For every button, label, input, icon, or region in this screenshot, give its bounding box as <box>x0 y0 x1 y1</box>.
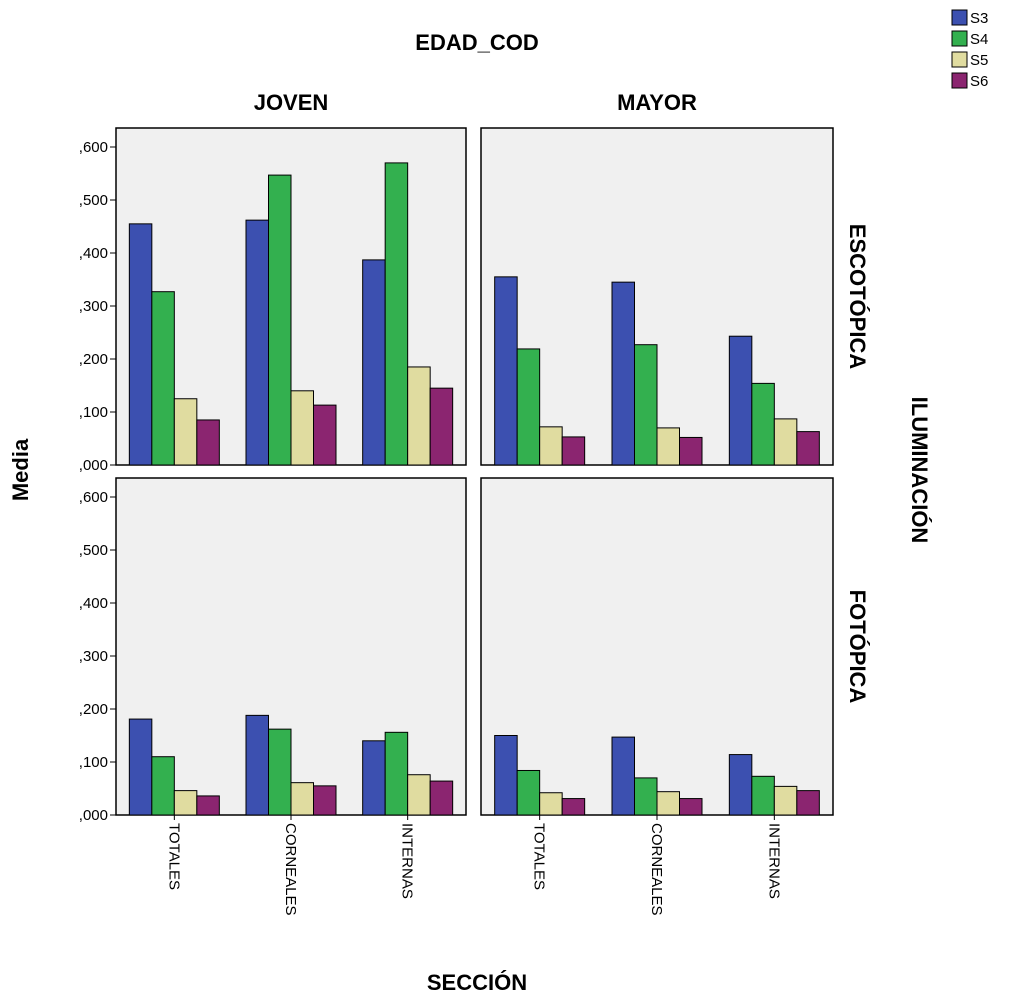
bar-s3-internas <box>728 754 753 816</box>
bar-s4-totales <box>151 756 175 816</box>
panel-joven-escotopica: ,000 ,100 ,200 ,300 ,400 ,500 ,600 <box>79 127 467 474</box>
panel-mayor-fotopica: TOTALES CORNEALES INTERNAS <box>480 477 834 916</box>
row-facet-label-escotopica: ESCOTÓPICA <box>845 224 870 370</box>
y-axis-title: Media <box>8 438 33 501</box>
bar-s5-internas <box>773 418 798 466</box>
x-axis-title: SECCIÓN <box>427 970 527 995</box>
legend-swatch <box>951 51 968 68</box>
bar-s5-internas <box>407 774 431 816</box>
bar-s6-totales <box>196 419 220 466</box>
bar-s6-internas <box>796 790 820 816</box>
bar-s4-corneales <box>634 777 658 816</box>
y-tick-label: ,300 <box>79 648 108 665</box>
bar-s6-totales <box>196 795 220 816</box>
row-facet-label-fotopica: FOTÓPICA <box>845 590 870 704</box>
bar-s5-totales <box>173 790 198 816</box>
legend-item-s4: S4 <box>951 30 988 48</box>
bar-s4-internas <box>384 162 409 466</box>
bar-s5-corneales <box>290 390 314 466</box>
bar-s3-totales <box>494 276 518 466</box>
bar-s4-totales <box>516 348 541 466</box>
row-facet-axis-title: ILUMINACIÓN <box>907 397 932 544</box>
bar-s3-internas <box>362 259 386 466</box>
y-tick-label: ,500 <box>79 542 108 559</box>
bar-s6-corneales <box>313 404 337 466</box>
column-facet-label-mayor: MAYOR <box>617 90 697 115</box>
bar-s4-internas <box>384 731 409 816</box>
bar-s4-corneales <box>634 344 658 466</box>
bar-s5-totales <box>539 792 563 816</box>
x-tick-label-totales: TOTALES <box>531 823 548 890</box>
x-tick-label-totales: TOTALES <box>165 823 182 890</box>
bar-s5-corneales <box>656 427 680 466</box>
panel-background <box>480 477 834 816</box>
bar-s3-totales <box>494 735 518 816</box>
y-tick-label: ,100 <box>79 754 108 771</box>
x-tick-label-corneales: CORNEALES <box>648 823 665 916</box>
bar-s3-corneales <box>611 281 635 466</box>
bar-s4-internas <box>751 382 775 466</box>
bar-s5-totales <box>173 398 198 466</box>
bar-s3-totales <box>128 223 153 466</box>
bar-s5-internas <box>407 366 431 466</box>
bar-s5-internas <box>773 785 798 816</box>
y-tick-label: ,400 <box>79 595 108 612</box>
bar-s6-internas <box>429 780 454 816</box>
bar-s3-internas <box>362 740 386 816</box>
y-tick-label: ,600 <box>79 139 108 156</box>
bar-s3-corneales <box>245 219 269 466</box>
panel-mayor-escotopica <box>480 127 834 466</box>
panels-layer: JOVEN MAYOR ESCOTÓPICA FOTÓPICA ,000 ,100 ,200… <box>79 90 870 916</box>
bar-s3-corneales <box>245 714 269 816</box>
legend-label: S3 <box>970 10 988 27</box>
legend-label: S6 <box>970 73 988 90</box>
bar-s4-totales <box>151 291 175 466</box>
y-tick-label: ,000 <box>79 807 108 824</box>
legend-swatch <box>951 30 968 47</box>
y-tick-label: ,200 <box>79 351 108 368</box>
y-tick-label: ,300 <box>79 298 108 315</box>
x-tick-label-internas: INTERNAS <box>765 823 782 899</box>
bar-s4-corneales <box>268 728 292 816</box>
bar-s4-corneales <box>268 174 292 466</box>
bar-s3-corneales <box>611 736 635 816</box>
legend-swatch <box>951 9 968 26</box>
y-tick-label: ,500 <box>79 192 108 209</box>
bar-s6-internas <box>796 431 820 466</box>
legend: S3 S4 S5 S6 <box>951 9 988 90</box>
bar-s4-internas <box>751 775 775 816</box>
bar-s6-internas <box>429 387 454 466</box>
legend-item-s6: S6 <box>951 72 988 90</box>
y-tick-label: ,600 <box>79 489 108 506</box>
legend-label: S4 <box>970 31 988 48</box>
y-tick-label: ,000 <box>79 457 108 474</box>
bar-s3-totales <box>128 718 153 816</box>
bar-s3-internas <box>728 335 753 466</box>
legend-item-s3: S3 <box>951 9 988 27</box>
bar-s6-totales <box>561 436 586 466</box>
x-tick-label-corneales: CORNEALES <box>282 823 299 916</box>
bar-s5-corneales <box>290 782 314 816</box>
bar-s6-totales <box>561 798 586 816</box>
y-tick-label: ,100 <box>79 404 108 421</box>
bar-s6-corneales <box>679 798 703 816</box>
y-tick-label: ,400 <box>79 245 108 262</box>
bar-s5-corneales <box>656 791 680 816</box>
panel-joven-fotopica: ,000 ,100 ,200 ,300 ,400 ,500 ,600 TOTALES CORNE… <box>79 477 467 916</box>
legend-label: S5 <box>970 52 988 69</box>
bar-s5-totales <box>539 426 563 466</box>
y-tick-label: ,200 <box>79 701 108 718</box>
bar-s6-corneales <box>313 785 337 816</box>
x-tick-label-internas: INTERNAS <box>399 823 416 899</box>
bar-s4-totales <box>516 769 541 816</box>
column-facet-title: EDAD_COD <box>415 30 538 55</box>
column-facet-label-joven: JOVEN <box>254 90 329 115</box>
legend-swatch <box>951 72 968 89</box>
legend-item-s5: S5 <box>951 51 988 69</box>
bar-s6-corneales <box>679 436 703 466</box>
